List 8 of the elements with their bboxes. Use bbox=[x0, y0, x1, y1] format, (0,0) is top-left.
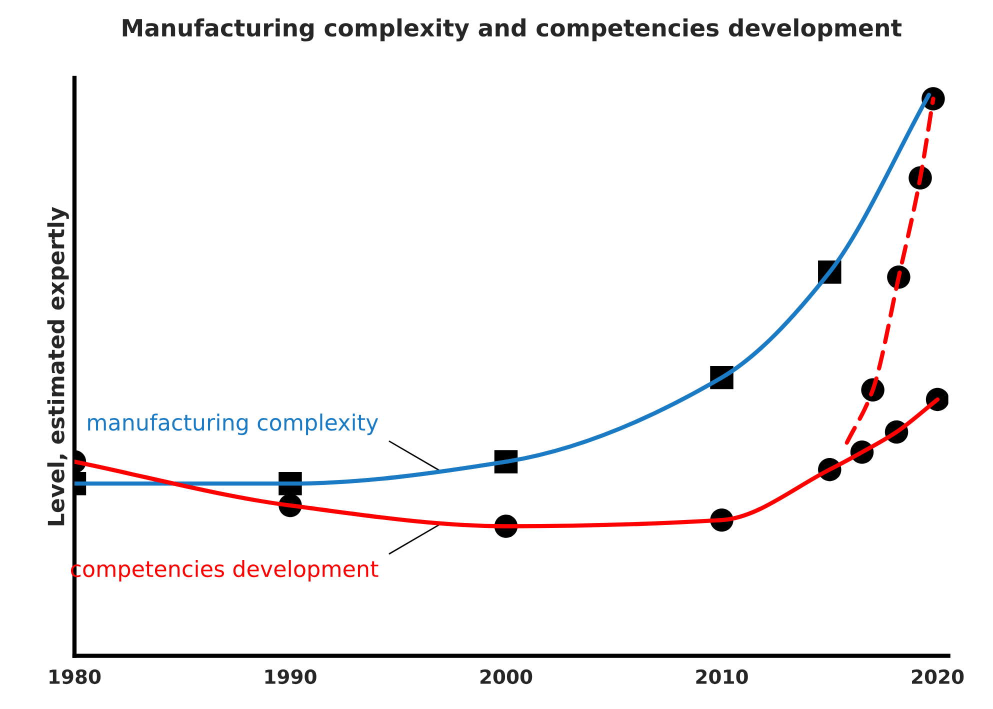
x-tick-label: 2010 bbox=[696, 669, 748, 684]
x-tick-label: 1980 bbox=[50, 669, 101, 684]
x-tick-label: 1990 bbox=[265, 669, 316, 684]
chart-title: Manufacturing complexity and competencies development bbox=[122, 18, 902, 42]
series-label: manufacturing complexity bbox=[88, 414, 378, 436]
x-tick-label: 2000 bbox=[480, 669, 532, 684]
x-tick-label: 2020 bbox=[912, 669, 964, 684]
y-axis-title: Level, estimated expertly bbox=[47, 206, 69, 526]
